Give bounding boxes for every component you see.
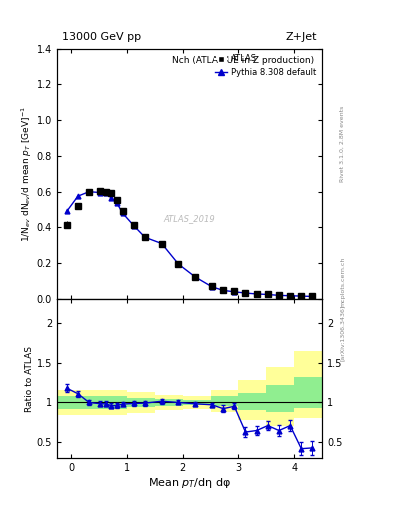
Text: mcplots.cern.ch: mcplots.cern.ch — [340, 257, 345, 307]
Text: 13000 GeV pp: 13000 GeV pp — [62, 32, 141, 42]
Y-axis label: Ratio to ATLAS: Ratio to ATLAS — [25, 346, 34, 412]
Text: Nch (ATLAS UE in Z production): Nch (ATLAS UE in Z production) — [172, 56, 314, 65]
Text: [arXiv:1306.3436]: [arXiv:1306.3436] — [340, 305, 345, 361]
X-axis label: Mean $p_T$/dη dφ: Mean $p_T$/dη dφ — [148, 476, 231, 490]
Text: Z+Jet: Z+Jet — [285, 32, 317, 42]
Y-axis label: 1/N$_{ev}$ dN$_{ev}$/d mean $p_T$ [GeV]$^{-1}$: 1/N$_{ev}$ dN$_{ev}$/d mean $p_T$ [GeV]$… — [20, 106, 34, 242]
Text: Rivet 3.1.0, 2.8M events: Rivet 3.1.0, 2.8M events — [340, 105, 345, 182]
Legend: ATLAS, Pythia 8.308 default: ATLAS, Pythia 8.308 default — [213, 53, 318, 78]
Text: ATLAS_2019: ATLAS_2019 — [164, 215, 215, 223]
